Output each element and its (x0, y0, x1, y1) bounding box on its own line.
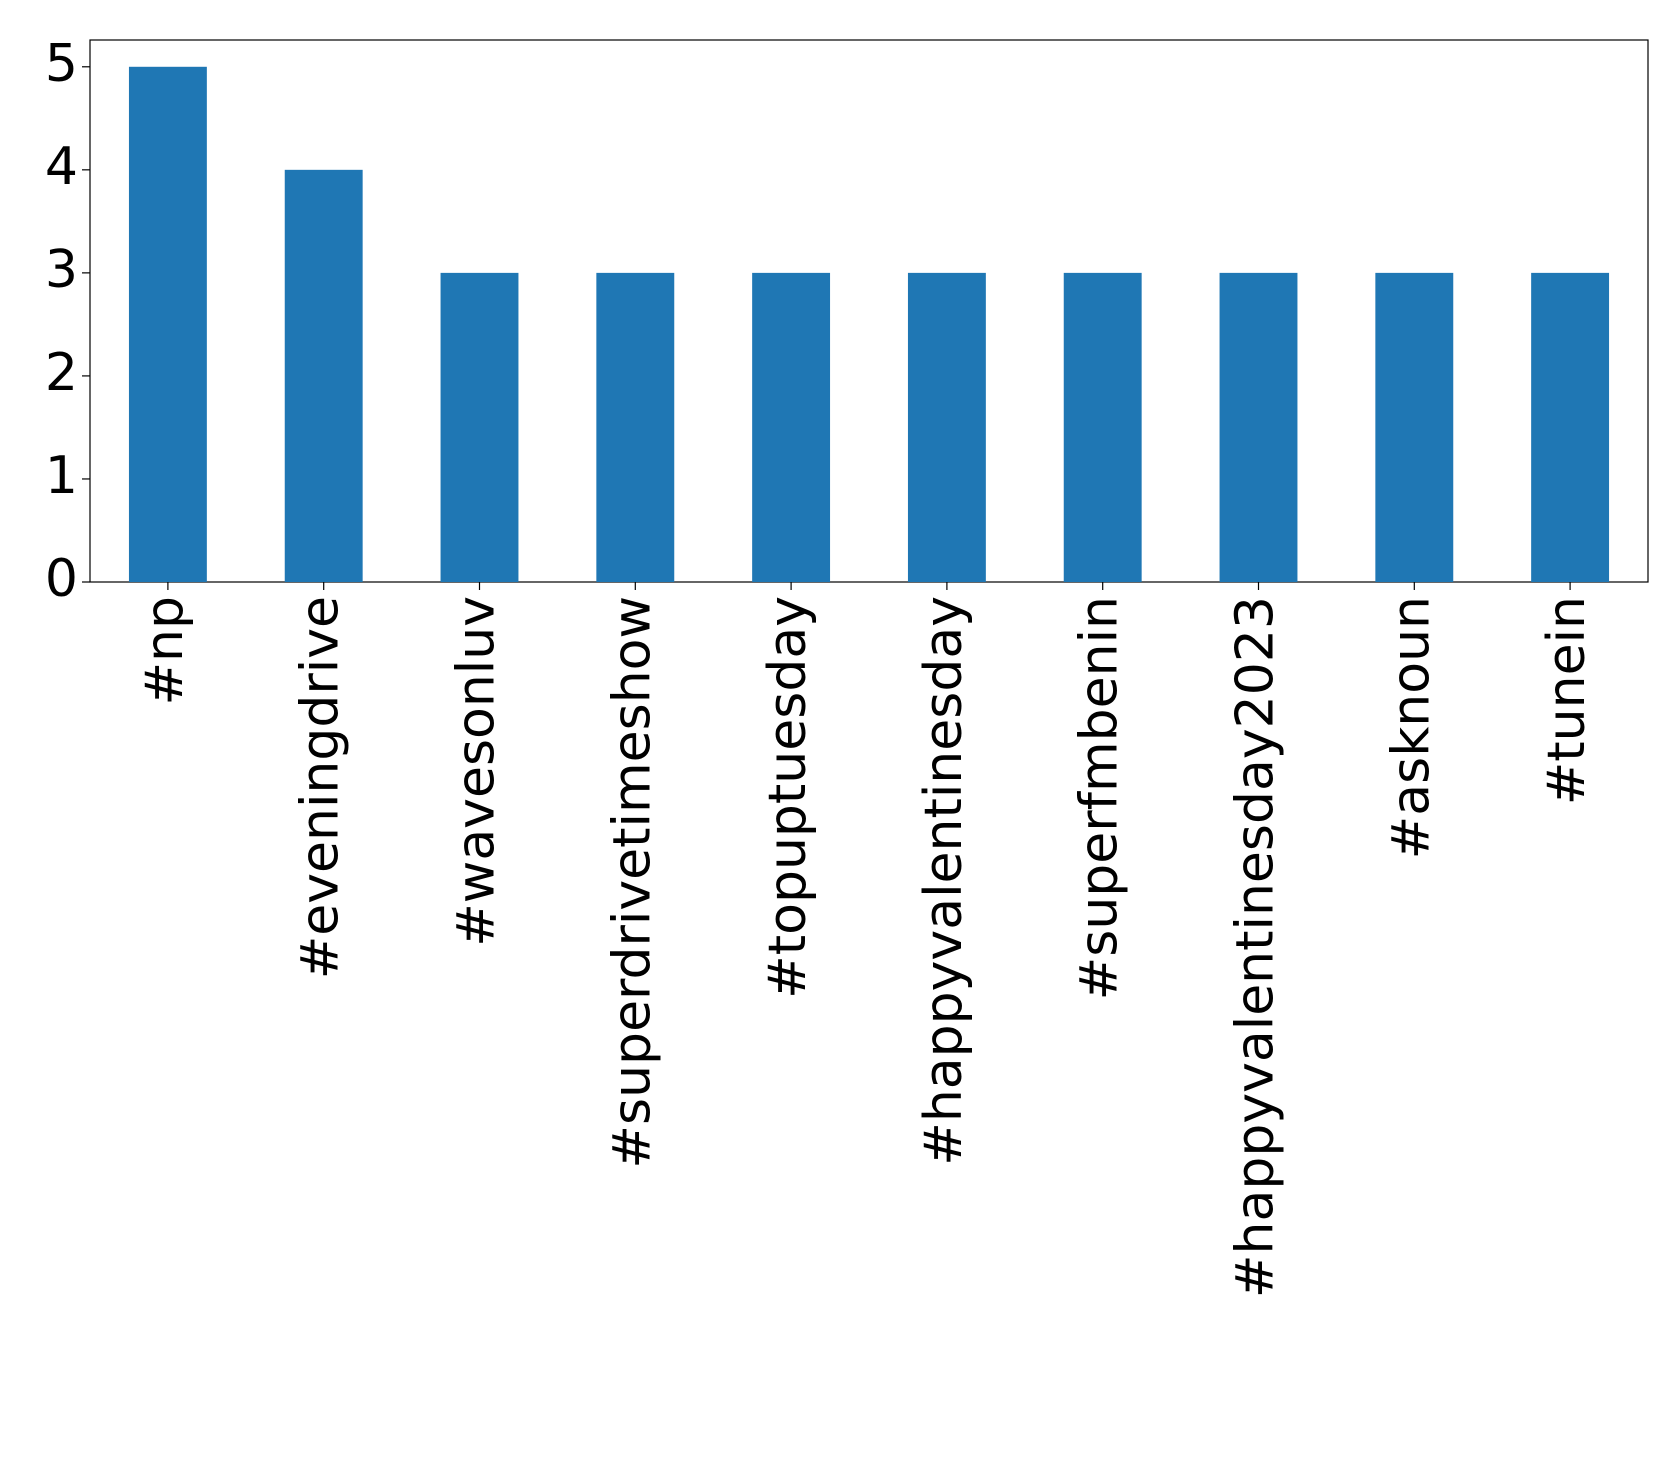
y-tick-label: 3 (45, 240, 78, 300)
x-tick-label: #wavesonluv (447, 596, 507, 947)
x-tick-label: #happyvalentinesday2023 (1226, 596, 1286, 1298)
x-tick-label: #superdrivetimeshow (602, 596, 662, 1169)
x-tick-label: #eveningdrive (291, 596, 351, 979)
bar (440, 272, 519, 582)
y-tick-label: 5 (45, 34, 78, 94)
x-tick-label: #np (135, 596, 195, 706)
x-tick-label: #happyvalentinesday (914, 596, 974, 1166)
bar (1375, 272, 1454, 582)
bar (1219, 272, 1298, 582)
x-tick-label: #superfmbenin (1070, 596, 1130, 1000)
y-tick-label: 4 (45, 137, 78, 197)
y-tick-label: 1 (45, 446, 78, 506)
x-tick-label: #topuptuesday (758, 596, 818, 999)
bar (1063, 272, 1142, 582)
bar (752, 272, 831, 582)
y-tick-label: 0 (45, 549, 78, 609)
plot-frame (89, 39, 1649, 583)
bar (128, 66, 207, 582)
bar (596, 272, 675, 582)
bar (1531, 272, 1610, 582)
y-tick-label: 2 (45, 343, 78, 403)
bar (284, 169, 363, 582)
x-tick-label: #asknoun (1381, 596, 1441, 859)
bar (907, 272, 986, 582)
x-tick-label: #tunein (1537, 596, 1597, 805)
